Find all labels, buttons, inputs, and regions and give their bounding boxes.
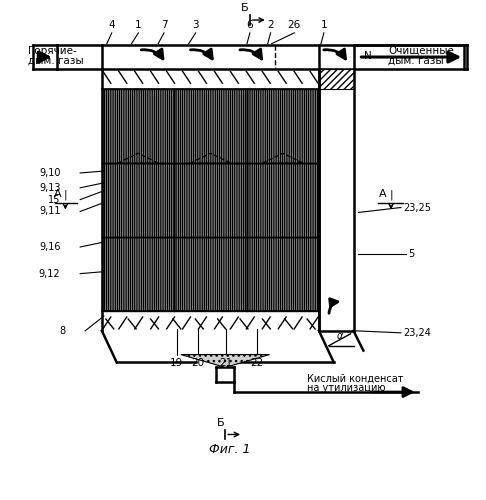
- Bar: [102, 163, 174, 237]
- Text: А: А: [379, 188, 387, 198]
- Text: 26: 26: [288, 20, 301, 30]
- Bar: [102, 237, 174, 311]
- Text: 9,10: 9,10: [39, 168, 60, 178]
- Text: 9,13: 9,13: [39, 183, 60, 193]
- Bar: [246, 237, 319, 311]
- Text: А: А: [53, 188, 61, 198]
- Bar: [102, 89, 174, 163]
- Text: 22: 22: [250, 358, 263, 368]
- Bar: [174, 163, 246, 237]
- Bar: [174, 89, 246, 163]
- Text: 8: 8: [59, 326, 66, 336]
- Bar: [246, 89, 319, 163]
- Text: 6: 6: [246, 20, 253, 30]
- Text: дым. газы: дым. газы: [28, 56, 84, 66]
- Text: дым. газы: дым. газы: [388, 56, 444, 66]
- Bar: [319, 70, 353, 89]
- Text: Б: Б: [216, 418, 224, 428]
- Text: 20: 20: [191, 358, 204, 368]
- Text: |: |: [64, 189, 67, 200]
- Polygon shape: [181, 354, 270, 368]
- Text: 23,25: 23,25: [403, 202, 431, 212]
- Text: 9,12: 9,12: [39, 268, 60, 278]
- Text: 19: 19: [170, 358, 184, 368]
- Bar: [246, 163, 319, 237]
- Text: 9,11: 9,11: [39, 206, 60, 216]
- Text: 15: 15: [48, 194, 60, 204]
- Text: 2: 2: [267, 20, 274, 30]
- Text: 3: 3: [192, 20, 199, 30]
- Text: 4: 4: [108, 20, 115, 30]
- Text: 21: 21: [220, 358, 233, 368]
- Text: 23,24: 23,24: [403, 328, 431, 338]
- Text: Кислый конденсат: Кислый конденсат: [307, 373, 404, 383]
- Text: N: N: [364, 50, 372, 60]
- Text: 9,16: 9,16: [39, 242, 60, 252]
- Text: 1: 1: [321, 20, 327, 30]
- Text: Б: Б: [241, 3, 249, 13]
- Text: Фиг. 1: Фиг. 1: [209, 443, 251, 456]
- Text: |: |: [389, 189, 393, 200]
- Text: 5: 5: [408, 249, 414, 259]
- Text: 7: 7: [161, 20, 167, 30]
- Text: Очищенные: Очищенные: [388, 46, 454, 56]
- Text: α: α: [337, 330, 343, 340]
- Text: Горячие-: Горячие-: [28, 46, 77, 56]
- Text: 1: 1: [135, 20, 142, 30]
- Bar: [174, 237, 246, 311]
- Text: на утилизацию: на утилизацию: [307, 383, 385, 393]
